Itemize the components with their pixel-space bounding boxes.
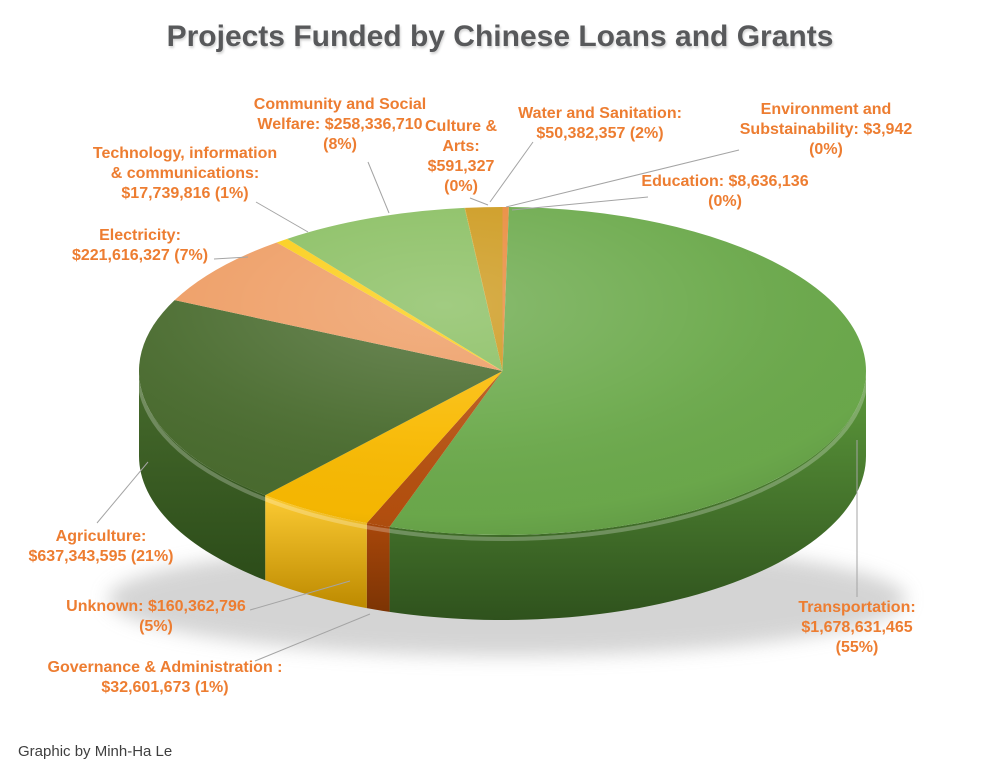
credit-text: Graphic by Minh-Ha Le — [18, 743, 173, 760]
leader-line-governance — [254, 613, 371, 662]
leader-line-unknown — [249, 580, 351, 611]
pie-gloss-overlay — [139, 207, 866, 535]
leader-line-technology — [255, 201, 309, 233]
leader-line-agriculture — [96, 461, 149, 524]
pie-side-transportation — [389, 371, 866, 620]
pie-side-governance — [366, 523, 390, 612]
pie-side-unknown — [265, 495, 367, 609]
leader-line-environment — [505, 149, 740, 208]
pie-side-agriculture — [139, 371, 266, 581]
leader-line-electricity — [213, 256, 249, 260]
leader-line-culture — [469, 197, 489, 206]
leader-line-community — [367, 161, 390, 214]
rim-highlight — [137, 374, 868, 541]
leader-line-water — [489, 141, 534, 203]
chart-title: Projects Funded by Chinese Loans and Gra… — [166, 20, 834, 53]
leader-line-education — [511, 196, 649, 211]
